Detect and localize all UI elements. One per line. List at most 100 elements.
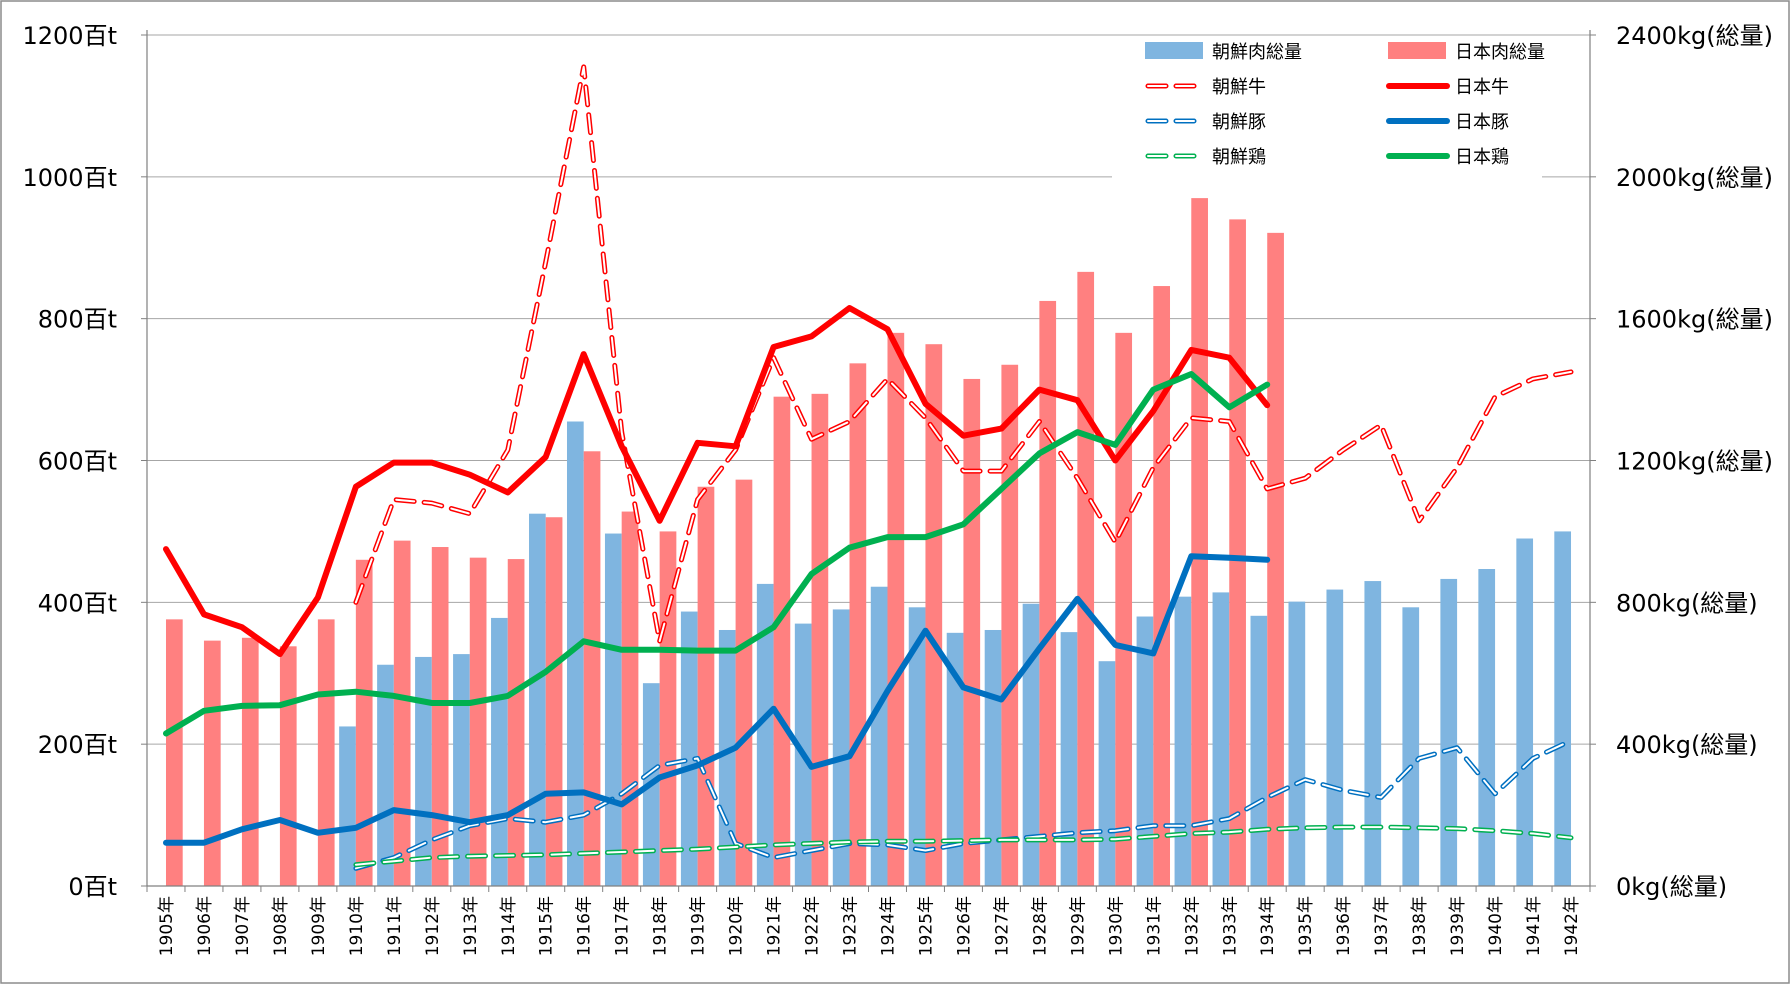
x-tick-label: 1941年 [1524, 896, 1544, 956]
legend-label-日本鶏: 日本鶏 [1455, 147, 1509, 168]
x-tick-label: 1940年 [1486, 896, 1506, 956]
y-left-tick-label: 400百t [38, 589, 117, 617]
legend-swatch-日本肉総量 [1388, 42, 1446, 59]
legend-label-日本豚: 日本豚 [1455, 112, 1509, 133]
bar-日本肉総量 [1229, 219, 1246, 887]
bar-朝鮮肉総量 [1554, 531, 1572, 886]
line-日本鶏 [163, 371, 1271, 737]
x-tick-label: 1912年 [423, 896, 443, 956]
bar-日本肉総量 [431, 547, 449, 886]
bar-朝鮮肉総量 [984, 629, 1002, 886]
x-tick-label: 1909年 [309, 896, 329, 956]
y-right-tick-label: 2400kg(総量) [1616, 22, 1773, 50]
x-tick-label: 1925年 [916, 896, 936, 956]
bar-朝鮮肉総量 [339, 726, 356, 886]
y-right-tick-label: 1200kg(総量) [1616, 448, 1773, 476]
x-tick-label: 1929年 [1068, 896, 1088, 956]
bar-朝鮮肉総量 [1326, 589, 1344, 886]
bar-日本肉総量 [1077, 271, 1095, 886]
line-朝鮮鶏-inner [354, 826, 1572, 866]
bar-朝鮮肉総量 [946, 632, 964, 886]
bar-日本肉総量 [621, 511, 639, 886]
bar-朝鮮肉総量 [566, 421, 584, 886]
legend-label-朝鮮肉総量: 朝鮮肉総量 [1212, 42, 1302, 63]
bar-朝鮮肉総量 [908, 607, 926, 886]
bar-朝鮮肉総量 [718, 629, 736, 886]
legend-swatch-朝鮮肉総量 [1145, 42, 1203, 59]
bar-日本肉総量 [697, 486, 715, 886]
x-tick-label: 1918年 [651, 896, 671, 956]
bar-朝鮮肉総量 [529, 513, 546, 886]
bar-日本肉総量 [393, 540, 411, 886]
x-tick-label: 1927年 [992, 896, 1012, 956]
x-tick-label: 1905年 [157, 896, 177, 956]
bar-朝鮮肉総量 [491, 617, 508, 886]
x-tick-label: 1928年 [1030, 896, 1050, 956]
bar-日本肉総量 [1191, 198, 1208, 886]
x-tick-label: 1922年 [803, 896, 823, 956]
bar-朝鮮肉総量 [377, 664, 394, 886]
bar-日本肉総量 [545, 517, 563, 886]
bar-日本肉総量 [811, 393, 829, 886]
bar-朝鮮肉総量 [1174, 596, 1192, 886]
bar-日本肉総量 [1267, 232, 1284, 887]
bar-朝鮮肉総量 [604, 533, 622, 886]
bar-日本肉総量 [659, 531, 677, 886]
bar-日本肉総量 [735, 479, 753, 886]
bar-朝鮮肉総量 [1250, 615, 1268, 886]
bar-朝鮮肉総量 [1098, 661, 1116, 886]
x-tick-label: 1921年 [765, 896, 785, 956]
bar-日本肉総量 [507, 559, 525, 886]
x-tick-label: 1936年 [1334, 896, 1354, 956]
bar-日本肉総量 [849, 363, 867, 886]
x-tick-label: 1923年 [841, 896, 861, 956]
x-tick-label: 1917年 [613, 896, 633, 956]
bar-日本肉総量 [583, 451, 601, 886]
x-tick-label: 1934年 [1258, 896, 1278, 956]
y-left-tick-label: 0百t [68, 873, 117, 901]
bar-日本肉総量 [279, 646, 297, 886]
bar-日本肉総量 [317, 619, 335, 886]
x-tick-label: 1906年 [195, 896, 215, 956]
y-left-tick-label: 200百t [38, 731, 117, 759]
x-tick-label: 1933年 [1220, 896, 1240, 956]
x-tick-label: 1916年 [575, 896, 595, 956]
bar-朝鮮肉総量 [680, 611, 698, 886]
x-tick-label: 1908年 [271, 896, 291, 956]
bar-朝鮮肉総量 [1364, 581, 1382, 886]
y-right-tick-label: 0kg(総量) [1616, 873, 1727, 901]
y-right-tick-label: 800kg(総量) [1616, 589, 1758, 617]
bar-日本肉総量 [925, 344, 943, 886]
lines [163, 64, 1574, 871]
bar-朝鮮肉総量 [1212, 592, 1230, 886]
x-tick-label: 1911年 [385, 896, 405, 956]
x-tick-label: 1914年 [499, 896, 519, 956]
bar-朝鮮肉総量 [1060, 632, 1078, 886]
bar-朝鮮肉総量 [1136, 616, 1154, 886]
x-tick-label: 1913年 [461, 896, 481, 956]
legend-label-日本牛: 日本牛 [1455, 77, 1509, 98]
x-tick-label: 1931年 [1144, 896, 1164, 956]
axes: 0百t 0kg(総量) 200百t 400kg(総量) 400百t 800kg(総量) 60… [23, 22, 1773, 956]
y-right-tick-label: 1600kg(総量) [1616, 306, 1773, 334]
x-tick-label: 1915年 [537, 896, 557, 956]
y-left-tick-label: 800百t [38, 306, 117, 334]
x-tick-label: 1935年 [1296, 896, 1316, 956]
bar-朝鮮肉総量 [1478, 569, 1496, 886]
bar-朝鮮肉総量 [870, 586, 888, 886]
bar-日本肉総量 [203, 640, 221, 886]
y-left-tick-label: 1200百t [23, 22, 118, 50]
x-tick-label: 1930年 [1106, 896, 1126, 956]
legend-label-朝鮮鶏: 朝鮮鶏 [1212, 147, 1266, 168]
x-tick-label: 1910年 [347, 896, 367, 956]
bar-日本肉総量 [1153, 286, 1171, 886]
x-tick-label: 1942年 [1562, 896, 1582, 956]
x-tick-label: 1924年 [878, 896, 898, 956]
bar-日本肉総量 [241, 637, 259, 886]
x-tick-label: 1932年 [1182, 896, 1202, 956]
bar-朝鮮肉総量 [1402, 607, 1420, 886]
line-朝鮮牛-inner [354, 65, 1572, 643]
x-tick-label: 1938年 [1410, 896, 1430, 956]
